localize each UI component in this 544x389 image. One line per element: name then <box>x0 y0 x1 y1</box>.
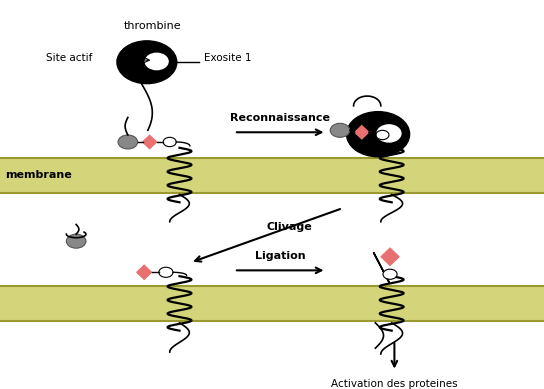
Circle shape <box>376 130 389 140</box>
Bar <box>0 158 544 193</box>
Circle shape <box>383 269 397 279</box>
Polygon shape <box>143 135 157 149</box>
Circle shape <box>118 135 138 149</box>
Circle shape <box>347 112 410 157</box>
Text: membrane: membrane <box>5 170 72 180</box>
Circle shape <box>145 53 168 70</box>
Circle shape <box>330 123 350 137</box>
Circle shape <box>66 234 86 248</box>
Polygon shape <box>381 248 399 265</box>
Polygon shape <box>355 126 369 139</box>
Text: Site actif: Site actif <box>46 53 92 63</box>
Circle shape <box>117 41 177 84</box>
Circle shape <box>377 125 401 142</box>
Text: Ligation: Ligation <box>255 251 306 261</box>
Polygon shape <box>137 265 151 279</box>
Bar <box>0 286 544 321</box>
Circle shape <box>159 267 173 277</box>
Text: Activation des proteines: Activation des proteines <box>331 379 458 389</box>
Circle shape <box>163 137 176 147</box>
Text: Exosite 1: Exosite 1 <box>204 53 251 63</box>
Text: Clivage: Clivage <box>267 222 312 232</box>
Text: thrombine: thrombine <box>123 21 181 31</box>
Text: Reconnaissance: Reconnaissance <box>230 112 330 123</box>
